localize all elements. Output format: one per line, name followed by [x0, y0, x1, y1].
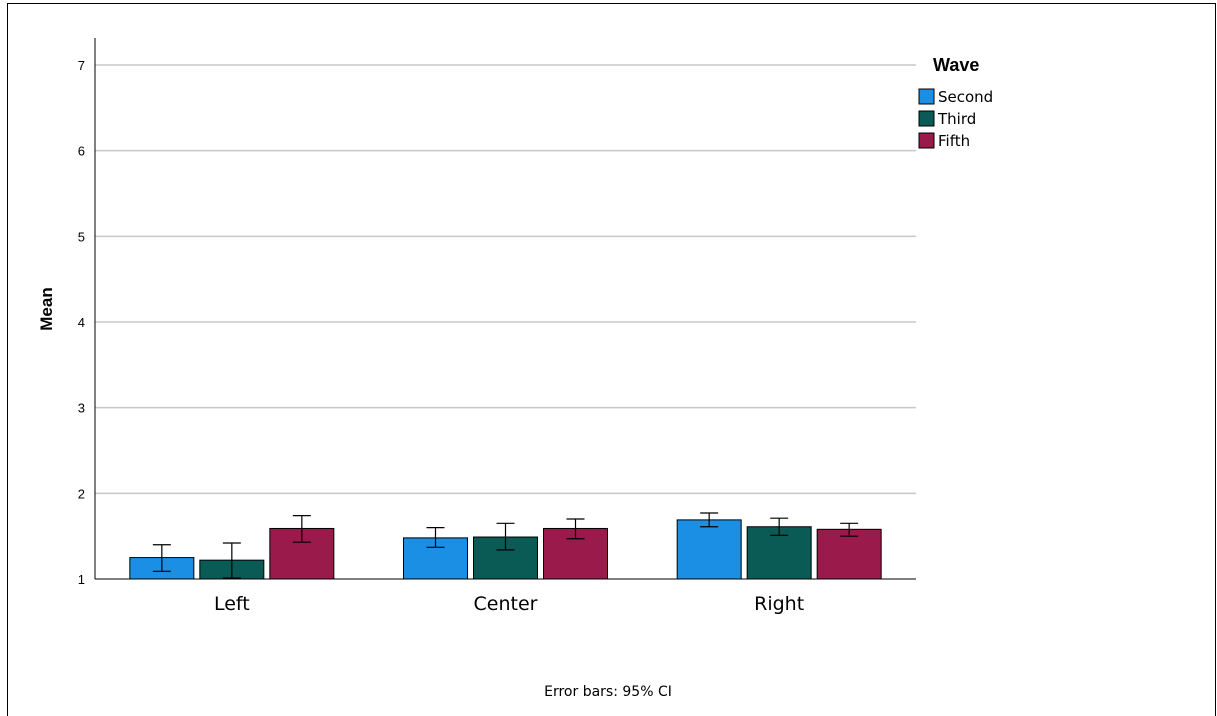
x-category-label: Center [474, 593, 538, 615]
error-bar-right-fifth [840, 522, 859, 537]
error-bar-center-second [426, 526, 445, 548]
error-bars-footnote: Error bars: 95% CI [544, 684, 672, 700]
error-bar-left-second [152, 544, 171, 572]
bar-left-fifth [269, 527, 335, 580]
error-bar-right-third [770, 517, 789, 536]
x-category-label: Left [214, 593, 250, 615]
chart-frame [7, 3, 1216, 716]
y-tick-label: 7 [78, 58, 85, 73]
error-bar-left-third [222, 542, 241, 579]
y-tick-label: 1 [78, 572, 85, 587]
bar-right-second [676, 519, 742, 580]
legend-title: Wave [933, 55, 979, 75]
error-bar-left-fifth [292, 515, 311, 543]
x-category-label: Right [754, 593, 804, 615]
y-tick-label: 6 [78, 144, 85, 159]
legend-label-fifth: Fifth [938, 132, 970, 150]
legend: Wave Second Third Fifth [918, 55, 993, 150]
y-tick-label: 2 [78, 486, 85, 501]
y-tick-label: 3 [78, 401, 85, 416]
error-bars-group [152, 512, 859, 579]
legend-swatch-second [918, 88, 935, 105]
error-bar-right-second [700, 512, 719, 528]
legend-label-second: Second [938, 88, 993, 106]
y-tick-labels: 1 2 3 4 5 6 7 [78, 58, 85, 587]
y-tick-label: 5 [78, 229, 85, 244]
legend-swatch-fifth [918, 132, 935, 149]
y-axis-label: Mean [37, 287, 56, 330]
error-bar-center-third [496, 522, 515, 551]
legend-swatch-third [918, 110, 935, 127]
y-tick-label: 4 [78, 315, 85, 330]
error-bar-center-fifth [566, 518, 585, 540]
x-category-labels: Left Center Right [214, 593, 804, 615]
legend-label-third: Third [937, 110, 976, 128]
bar-right-fifth [816, 528, 882, 580]
gridlines [95, 64, 916, 495]
